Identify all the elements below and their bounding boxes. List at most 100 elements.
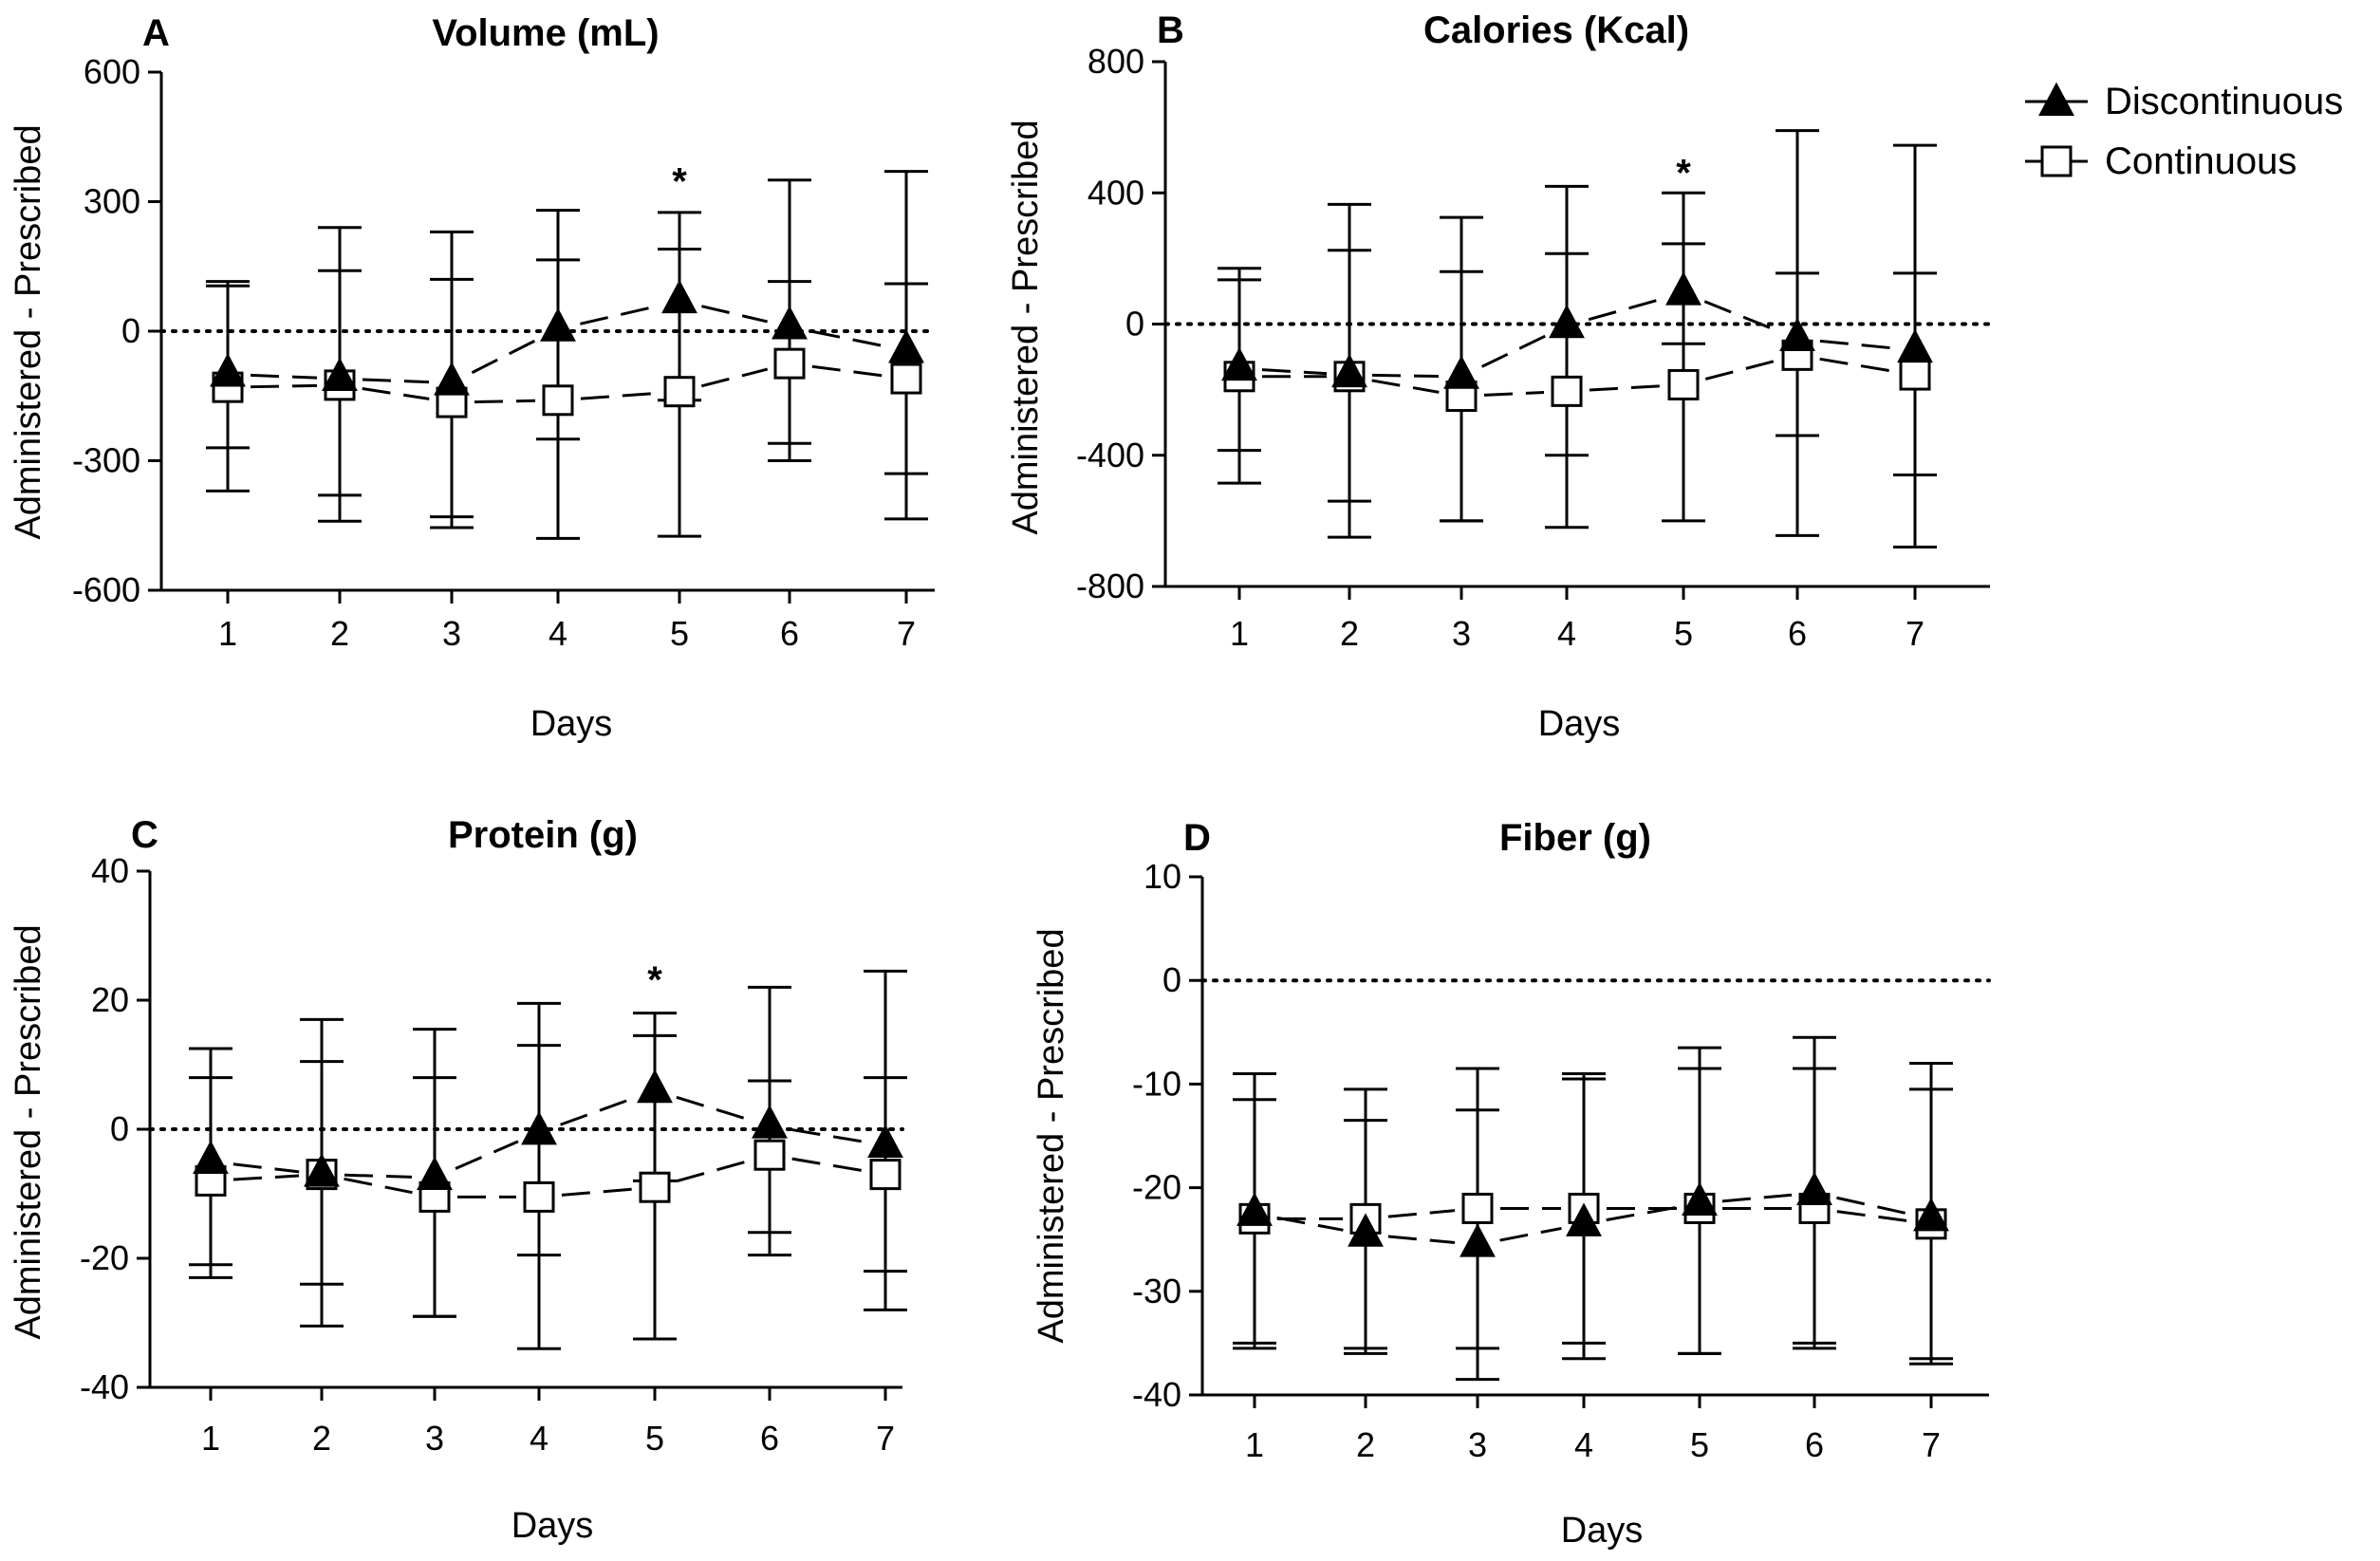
- discontinuous-marker: [1331, 353, 1367, 388]
- continuous-series-line: [1836, 1210, 1909, 1223]
- discontinuous-marker: [1682, 1181, 1718, 1216]
- continuous-series-line: [232, 1174, 300, 1181]
- x-tick-label: 7: [1922, 1425, 1941, 1464]
- panel-label: C: [131, 814, 158, 856]
- y-tick-label: 400: [1088, 173, 1144, 212]
- chart-panel-c: -40 -20 0 20 40 1 2 3 4 5 6 7 C Protein (g) Administer…: [9, 814, 907, 1546]
- continuous-series-line: [676, 1160, 749, 1183]
- discontinuous-marker: [772, 306, 808, 340]
- y-tick-label: 10: [1144, 857, 1181, 896]
- discontinuous-series-line: [1480, 334, 1548, 368]
- discontinuous-marker: [661, 279, 697, 314]
- y-tick-label: -10: [1132, 1064, 1181, 1103]
- y-axis-title: Administered - Prescribed: [1032, 928, 1071, 1343]
- significance-marker: *: [672, 161, 687, 203]
- y-axis-title: Administered - Prescribed: [9, 124, 48, 539]
- continuous-marker: [890, 362, 922, 395]
- x-tick-label: 5: [1690, 1425, 1709, 1464]
- continuous-marker: [542, 384, 574, 417]
- y-tick-label: -400: [1076, 436, 1144, 474]
- discontinuous-series-line: [701, 305, 768, 324]
- y-tick-label: -20: [80, 1238, 129, 1277]
- discontinuous-series-line: [1721, 1193, 1793, 1203]
- discontinuous-marker: [867, 1124, 903, 1158]
- discontinuous-series-line: [471, 338, 539, 375]
- x-tick-label: 2: [1356, 1425, 1375, 1464]
- discontinuous-series-line: [1499, 1226, 1562, 1242]
- discontinuous-marker: [752, 1105, 788, 1139]
- x-tick-label: 7: [897, 614, 916, 653]
- discontinuous-series-line: [1371, 373, 1440, 378]
- y-tick-label: 800: [1088, 42, 1144, 81]
- discontinuous-marker: [1913, 1197, 1949, 1232]
- panel-label: B: [1157, 9, 1184, 51]
- x-axis-title: Days: [1538, 704, 1621, 744]
- continuous-series-line: [474, 399, 536, 404]
- continuous-marker: [1551, 375, 1583, 407]
- continuous-marker: [1667, 368, 1700, 400]
- x-tick-label: 7: [876, 1419, 895, 1458]
- x-axis-title: Days: [511, 1506, 594, 1546]
- legend-discontinuous-marker: [2038, 82, 2074, 116]
- x-tick-label: 4: [1574, 1425, 1593, 1464]
- discontinuous-series-line: [1588, 297, 1663, 322]
- x-tick-label: 3: [425, 1419, 444, 1458]
- panel-label: D: [1183, 817, 1211, 859]
- x-tick-label: 5: [670, 614, 689, 653]
- x-tick-label: 6: [780, 614, 799, 653]
- continuous-marker: [663, 376, 696, 408]
- x-tick-label: 4: [549, 614, 567, 653]
- x-tick-label: 1: [1245, 1425, 1264, 1464]
- y-tick-label: -600: [72, 570, 140, 609]
- legend-continuous-label: Continuous: [2105, 140, 2296, 182]
- x-tick-label: 6: [1788, 614, 1807, 653]
- significance-marker: *: [647, 959, 662, 1001]
- discontinuous-series-line: [1703, 300, 1777, 332]
- discontinuous-series-line: [362, 378, 430, 384]
- discontinuous-series-line: [232, 1162, 300, 1174]
- y-tick-label: -40: [1132, 1375, 1181, 1414]
- discontinuous-series-line: [676, 1095, 749, 1121]
- y-tick-label: -30: [1132, 1272, 1181, 1310]
- chart-title: Fiber (g): [1499, 817, 1651, 859]
- x-tick-label: 2: [330, 614, 349, 653]
- discontinuous-series-line: [580, 305, 658, 325]
- x-tick-label: 7: [1906, 614, 1924, 653]
- chart-title: Volume (mL): [432, 12, 659, 54]
- discontinuous-series-line: [560, 1096, 634, 1126]
- chart-title: Protein (g): [448, 814, 638, 856]
- continuous-marker: [773, 347, 806, 380]
- y-tick-label: 0: [1162, 960, 1181, 999]
- discontinuous-marker: [1460, 1223, 1496, 1257]
- x-tick-label: 5: [1674, 614, 1693, 653]
- discontinuous-marker: [521, 1111, 557, 1145]
- discontinuous-series-line: [1819, 339, 1893, 350]
- continuous-marker: [639, 1171, 671, 1203]
- y-axis-title: Administered - Prescribed: [9, 924, 48, 1339]
- continuous-series-line: [561, 1187, 633, 1197]
- continuous-series-line: [344, 1177, 413, 1195]
- continuous-series-line: [1704, 359, 1776, 381]
- discontinuous-series-line: [250, 373, 318, 380]
- discontinuous-marker: [888, 329, 924, 363]
- discontinuous-marker: [1236, 1192, 1273, 1226]
- discontinuous-marker: [1443, 355, 1479, 389]
- discontinuous-marker: [434, 362, 470, 396]
- discontinuous-marker: [322, 357, 358, 392]
- discontinuous-series-line: [791, 1128, 864, 1143]
- legend: Discontinuous Continuous: [2025, 81, 2343, 182]
- x-axis-title: Days: [1561, 1511, 1644, 1551]
- x-tick-label: 2: [1340, 614, 1359, 653]
- x-tick-label: 3: [1452, 614, 1471, 653]
- y-tick-label: -20: [1132, 1168, 1181, 1207]
- continuous-series-line: [1819, 357, 1893, 373]
- discontinuous-marker: [1566, 1202, 1602, 1236]
- x-tick-label: 5: [645, 1419, 664, 1458]
- y-tick-label: -800: [1076, 567, 1144, 605]
- x-axis-title: Days: [530, 704, 613, 744]
- x-tick-label: 6: [760, 1419, 779, 1458]
- continuous-series-line: [791, 1157, 864, 1173]
- continuous-marker: [1899, 359, 1931, 391]
- legend-continuous-marker: [2040, 145, 2073, 177]
